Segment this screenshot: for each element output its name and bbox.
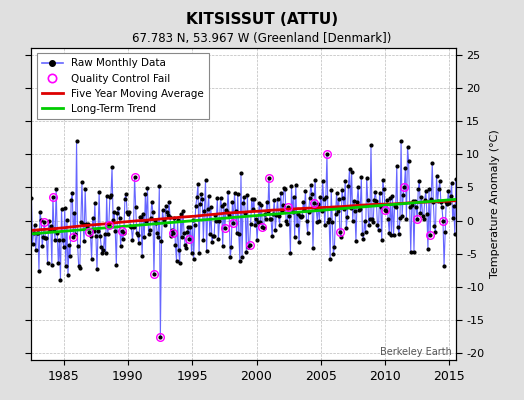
Text: Berkeley Earth: Berkeley Earth <box>380 347 452 357</box>
Text: 67.783 N, 53.967 W (Greenland [Denmark]): 67.783 N, 53.967 W (Greenland [Denmark]) <box>133 32 391 45</box>
Text: KITSISSUT (ATTU): KITSISSUT (ATTU) <box>186 12 338 27</box>
Legend: Raw Monthly Data, Quality Control Fail, Five Year Moving Average, Long-Term Tren: Raw Monthly Data, Quality Control Fail, … <box>37 53 209 119</box>
Y-axis label: Temperature Anomaly (°C): Temperature Anomaly (°C) <box>490 130 500 278</box>
